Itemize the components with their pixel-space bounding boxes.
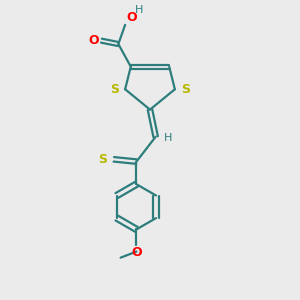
Text: O: O [126, 11, 137, 24]
Text: H: H [135, 5, 143, 15]
Text: O: O [88, 34, 99, 47]
Text: O: O [131, 246, 142, 260]
Text: S: S [98, 153, 107, 166]
Text: S: S [110, 83, 119, 96]
Text: H: H [164, 133, 172, 143]
Text: S: S [181, 83, 190, 96]
